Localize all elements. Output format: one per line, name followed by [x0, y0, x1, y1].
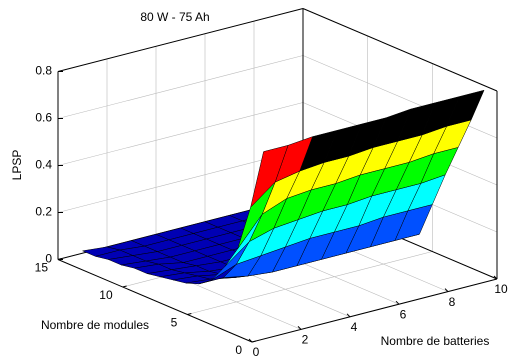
tick-mark	[346, 313, 351, 318]
axis-box-edge	[57, 8, 304, 72]
grid-line	[57, 102, 304, 166]
chart-title: 80 W - 75 Ah	[140, 10, 209, 24]
tick-mark	[248, 338, 253, 343]
tick-mark	[122, 285, 127, 288]
y-tick-label: 0	[235, 343, 242, 357]
y-tick-label: 10	[99, 288, 113, 302]
y-tick-label: 5	[171, 316, 178, 330]
axis-box-edge	[302, 8, 498, 92]
z-tick-label: 0.2	[35, 205, 52, 219]
x-tick-label: 2	[302, 333, 309, 347]
tick-mark	[444, 288, 449, 292]
tick-mark	[493, 275, 498, 280]
y-tick-label: 15	[35, 261, 49, 275]
x-tick-label: 8	[449, 295, 456, 309]
z-tick-label: 0.6	[35, 111, 52, 125]
x-tick-label: 6	[400, 307, 407, 321]
z-tick-label: 0.8	[35, 64, 52, 78]
axis-box-edge	[251, 278, 498, 343]
tick-mark	[395, 300, 400, 305]
z-tick-label: 0	[45, 252, 52, 266]
tick-mark	[297, 326, 302, 330]
tick-mark	[57, 258, 63, 260]
x-tick-label: 4	[351, 320, 358, 334]
z-axis-label: LPSP	[10, 150, 24, 181]
z-tick-label: 0.4	[35, 158, 52, 172]
tick-mark	[251, 340, 257, 343]
x-axis-label: Nombre de batteries	[381, 334, 490, 348]
axis-box-edge	[57, 259, 253, 343]
tick-mark	[187, 313, 192, 315]
x-tick-label: 0	[253, 345, 260, 359]
grid-line	[57, 55, 304, 119]
x-tick-label: 10	[494, 282, 508, 296]
grid-line	[187, 251, 433, 315]
surface-face	[250, 144, 289, 209]
y-axis-label: Nombre de modules	[41, 318, 149, 332]
